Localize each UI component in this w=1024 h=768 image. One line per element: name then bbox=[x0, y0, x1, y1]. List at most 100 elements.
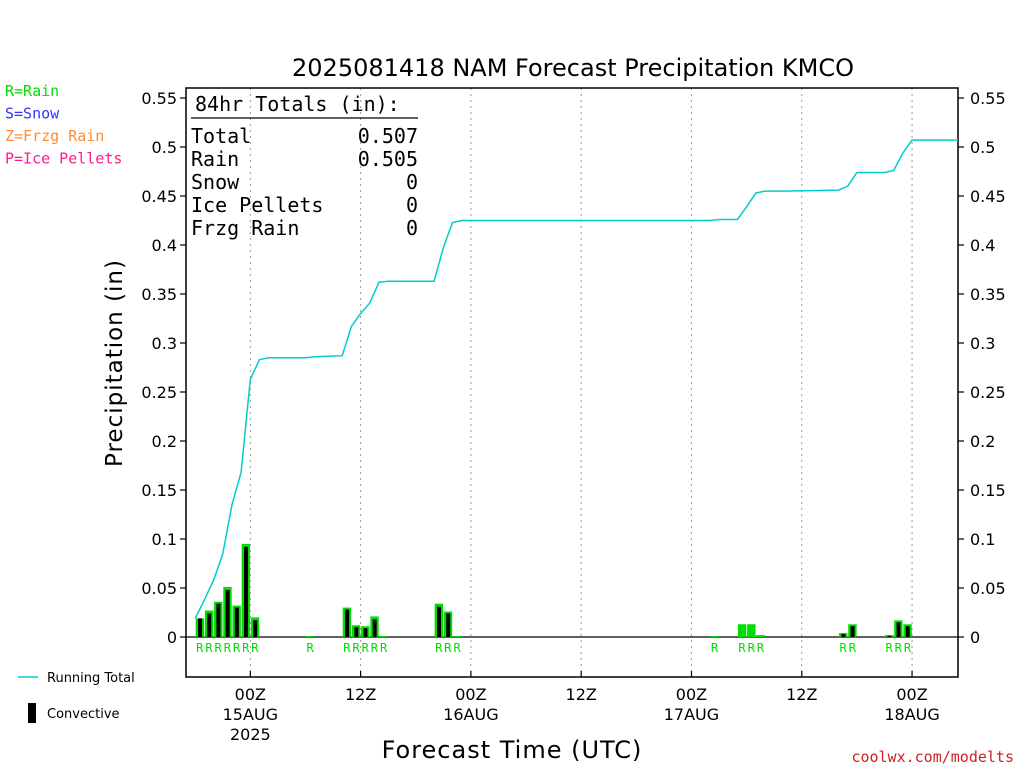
y-tick-label-left: 0.25 bbox=[141, 383, 177, 402]
y-tick-label-right: 0.3 bbox=[970, 334, 995, 353]
precip-type-label: R bbox=[444, 641, 452, 655]
x-tick-label: 00Z bbox=[235, 685, 266, 704]
series-legend: Running Total Convective bbox=[18, 671, 135, 723]
precip-type-label: R bbox=[224, 641, 232, 655]
y-tick-label-left: 0.1 bbox=[152, 530, 177, 549]
convective-bar bbox=[243, 546, 249, 637]
y-tick-label-right: 0.55 bbox=[970, 89, 1006, 108]
y-tick-label-right: 0.5 bbox=[970, 138, 995, 157]
totals-row-value: 0 bbox=[406, 170, 418, 194]
y-tick-label-left: 0.15 bbox=[141, 481, 177, 500]
legend-item-snow: S=Snow bbox=[5, 105, 60, 123]
precip-type-label: R bbox=[748, 641, 756, 655]
totals-row-value: 0.505 bbox=[358, 147, 418, 171]
totals-row-label: Total bbox=[191, 124, 251, 148]
x-tick-label: 16AUG bbox=[443, 705, 498, 724]
y-tick-label-left: 0.45 bbox=[141, 187, 177, 206]
precip-type-label: R bbox=[215, 641, 223, 655]
totals-row-label: Rain bbox=[191, 147, 239, 171]
convective-bar bbox=[216, 603, 221, 637]
totals-row-label: Ice Pellets bbox=[191, 193, 323, 217]
rain-bar bbox=[379, 636, 388, 637]
precip-type-label: R bbox=[454, 641, 462, 655]
convective-bar bbox=[225, 589, 230, 637]
precip-type-label: R bbox=[362, 641, 370, 655]
convective-bar bbox=[253, 620, 258, 637]
y-tick-label-right: 0.25 bbox=[970, 383, 1006, 402]
legend-bar-swatch bbox=[28, 703, 36, 723]
precip-type-label: R bbox=[895, 641, 903, 655]
precip-type-label: R bbox=[251, 641, 259, 655]
y-tick-label-left: 0.55 bbox=[141, 89, 177, 108]
y-tick-label-left: 0.3 bbox=[152, 334, 177, 353]
totals-heading: 84hr Totals (in): bbox=[195, 92, 400, 116]
x-tick-label: 18AUG bbox=[884, 705, 939, 724]
rain-bar bbox=[747, 624, 756, 637]
precip-type-label: R bbox=[849, 641, 857, 655]
running-total-line bbox=[194, 139, 958, 619]
rain-bar bbox=[756, 635, 765, 637]
y-tick-label-left: 0.2 bbox=[152, 432, 177, 451]
convective-bar bbox=[850, 626, 855, 637]
grid bbox=[249, 88, 913, 677]
precip-type-label: R bbox=[205, 641, 213, 655]
convective-bar bbox=[896, 622, 901, 637]
totals-box: 84hr Totals (in): Total 0.507 Rain 0.505 Snow… bbox=[191, 92, 418, 240]
y-axis: 0 00.05 0.050.1 0.10.15 0.150.2 0.20.25 0.250.… bbox=[141, 89, 1005, 647]
rain-bar bbox=[737, 624, 747, 637]
totals-row-label: Frzg Rain bbox=[191, 216, 299, 240]
y-tick-label-right: 0.1 bbox=[970, 530, 995, 549]
legend-item-rain: R=Rain bbox=[5, 82, 59, 100]
plot-frame bbox=[185, 87, 959, 678]
y-tick-label-left: 0.05 bbox=[141, 579, 177, 598]
convective-bar bbox=[446, 613, 451, 637]
convective-bar bbox=[198, 618, 203, 637]
precip-type-label: R bbox=[885, 641, 893, 655]
convective-bar bbox=[841, 634, 846, 637]
x-tick-label: 00Z bbox=[676, 685, 707, 704]
y-tick-label-left: 0 bbox=[167, 628, 177, 647]
precip-type-label: R bbox=[904, 641, 912, 655]
x-tick-label: 17AUG bbox=[664, 705, 719, 724]
y-tick-label-left: 0.4 bbox=[152, 236, 177, 255]
legend-running-total: Running Total bbox=[47, 671, 135, 686]
y-tick-label-right: 0.4 bbox=[970, 236, 995, 255]
totals-row-label: Snow bbox=[191, 170, 240, 194]
x-tick-label: 12Z bbox=[566, 685, 597, 704]
chart-title: 2025081418 NAM Forecast Precipitation KM… bbox=[292, 54, 854, 82]
convective-bar bbox=[363, 628, 368, 637]
precip-type-legend: R=Rain S=Snow Z=Frzg Rain P=Ice Pellets bbox=[5, 82, 122, 168]
y-tick-label-right: 0.2 bbox=[970, 432, 995, 451]
x-tick-label: 12Z bbox=[786, 685, 817, 704]
precip-type-label: R bbox=[757, 641, 765, 655]
rain-bar bbox=[453, 636, 462, 637]
y-tick-label-left: 0.5 bbox=[152, 138, 177, 157]
precip-type-label: R bbox=[435, 641, 443, 655]
precip-type-label: R bbox=[306, 641, 314, 655]
precip-type-label: R bbox=[738, 641, 746, 655]
convective-bar bbox=[207, 613, 212, 637]
x-axis-label: Forecast Time (UTC) bbox=[382, 736, 643, 764]
precip-type-label: R bbox=[711, 641, 719, 655]
y-tick-label-right: 0 bbox=[970, 628, 980, 647]
totals-row-value: 0 bbox=[406, 216, 418, 240]
x-tick-label: 00Z bbox=[455, 685, 486, 704]
legend-convective: Convective bbox=[47, 707, 120, 722]
legend-item-frzg-rain: Z=Frzg Rain bbox=[5, 127, 104, 145]
precip-bars bbox=[195, 543, 912, 637]
precip-type-label: R bbox=[196, 641, 204, 655]
y-tick-label-right: 0.05 bbox=[970, 579, 1006, 598]
convective-bar bbox=[887, 636, 892, 637]
convective-bar bbox=[354, 627, 359, 637]
y-tick-label-right: 0.15 bbox=[970, 481, 1006, 500]
precip-type-label: R bbox=[233, 641, 241, 655]
precip-type-label: R bbox=[380, 641, 388, 655]
precip-type-label: R bbox=[242, 641, 250, 655]
convective-bar bbox=[905, 626, 910, 637]
watermark: coolwx.com/modelts bbox=[851, 748, 1014, 766]
convective-bar bbox=[372, 619, 377, 637]
totals-row-value: 0 bbox=[406, 193, 418, 217]
precip-type-label: R bbox=[371, 641, 379, 655]
